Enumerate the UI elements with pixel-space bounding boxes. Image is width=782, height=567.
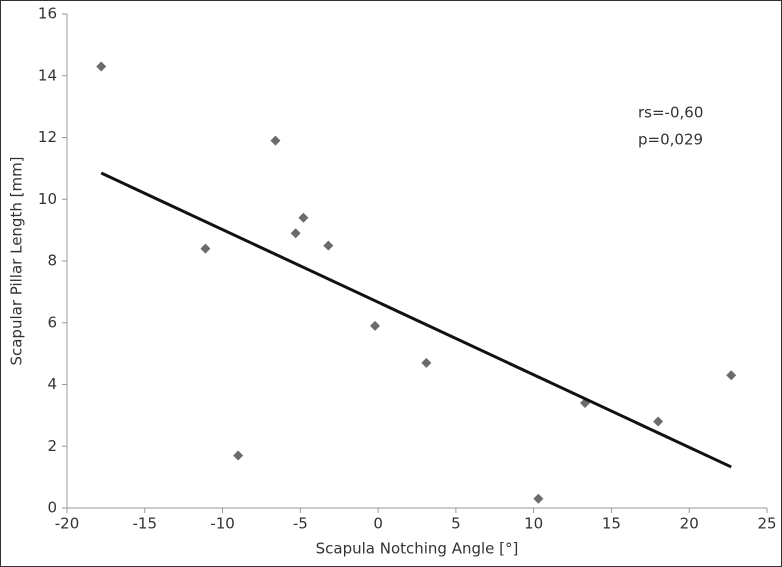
y-tick-label: 0 (47, 499, 57, 517)
x-tick-label: 0 (373, 515, 383, 533)
point (233, 450, 244, 461)
point (370, 320, 380, 331)
x-tick-label: 15 (602, 515, 621, 533)
point (323, 240, 334, 251)
x-axis-title: Scapula Notching Angle [°] (316, 540, 519, 558)
point (200, 243, 211, 254)
point (96, 61, 107, 72)
y-axis-title: Scapular Pillar Length [mm] (8, 156, 26, 365)
y-tick-label: 16 (38, 5, 57, 23)
y-tick-label: 2 (47, 437, 57, 455)
x-tick-label: 20 (680, 515, 699, 533)
trendline (100, 171, 732, 469)
x-tick-label: 5 (451, 515, 461, 533)
y-tick-label: 12 (38, 128, 57, 146)
annotation: p=0,029 (638, 131, 703, 149)
x-tick-label: -10 (210, 515, 235, 533)
y-tick-label: 8 (47, 252, 57, 270)
x-tick-label: -15 (133, 515, 158, 533)
point (298, 212, 309, 223)
point (421, 357, 432, 368)
point (290, 228, 301, 239)
y-tick-label: 10 (38, 190, 57, 208)
x-tick-label: 25 (757, 515, 776, 533)
point (533, 493, 544, 504)
x-tick-label: 10 (524, 515, 543, 533)
point (726, 370, 737, 381)
point (270, 135, 281, 146)
annotation: rs=-0,60 (638, 104, 703, 122)
y-tick-label: 14 (38, 66, 57, 84)
x-tick-label: -20 (55, 515, 80, 533)
point (653, 416, 664, 427)
y-tick-label: 4 (47, 375, 57, 393)
x-tick-label: -5 (293, 515, 308, 533)
y-tick-label: 6 (47, 313, 57, 331)
